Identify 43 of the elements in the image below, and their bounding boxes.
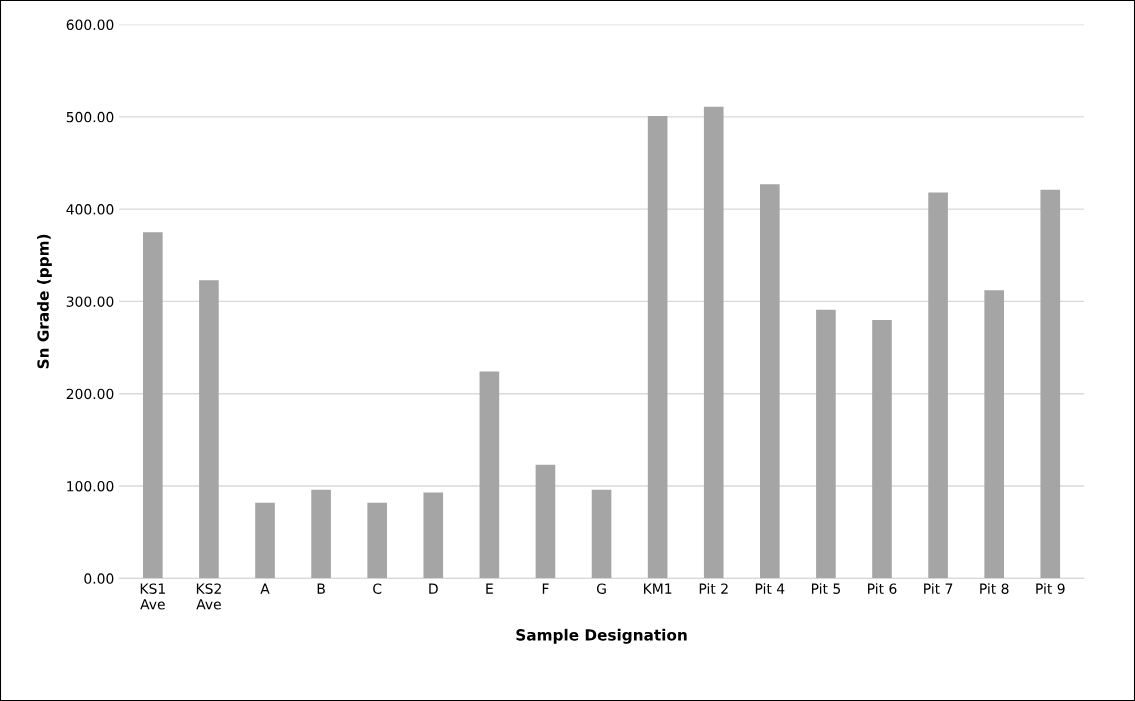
bar — [535, 464, 556, 579]
x-tick-label: F — [542, 583, 549, 594]
x-tick-label: Pit 5 — [811, 583, 841, 594]
bar — [1040, 189, 1061, 579]
x-tick-label: Pit 8 — [980, 583, 1009, 594]
x-tick-label: C — [373, 583, 382, 594]
x-tick-label: KM1 — [644, 583, 672, 594]
bar — [647, 115, 668, 579]
y-tick-label: 300.00 — [66, 296, 114, 307]
x-tick-label: Pit 2 — [699, 583, 728, 594]
bar — [311, 489, 331, 579]
x-tick-label: KS2 Ave — [196, 583, 221, 610]
y-tick-label: 400.00 — [66, 204, 114, 215]
x-tick-label: B — [317, 583, 325, 594]
bar — [984, 290, 1004, 579]
y-tick-label: 0.00 — [84, 573, 114, 584]
x-tick-label: D — [429, 583, 438, 594]
y-tick-label: 500.00 — [66, 111, 114, 123]
bar — [760, 184, 780, 579]
x-tick-label: Pit 6 — [868, 583, 897, 594]
y-tick-label: 200.00 — [66, 388, 114, 400]
bar — [143, 232, 163, 579]
x-axis-title: Sample Designation — [516, 628, 687, 644]
x-tick-label: A — [260, 583, 270, 594]
x-tick-label: E — [486, 583, 493, 594]
y-axis-title: Sn Grade (ppm) — [37, 234, 52, 369]
y-tick-label: 100.00 — [67, 481, 114, 492]
x-tick-label: Pit 4 — [755, 583, 785, 594]
bar — [928, 192, 948, 579]
x-tick-label: Pit 9 — [1036, 583, 1065, 594]
bar — [423, 492, 444, 579]
bar — [816, 309, 836, 579]
bar — [199, 280, 219, 579]
x-tick-label: Pit 7 — [924, 583, 953, 594]
bar — [591, 489, 612, 579]
bar — [703, 106, 724, 579]
bar — [479, 371, 500, 579]
bar — [872, 319, 892, 579]
x-tick-label: G — [596, 583, 606, 594]
y-tick-label: 600.00 — [66, 19, 114, 31]
x-tick-label: KS1 Ave — [140, 583, 165, 610]
bar — [255, 502, 275, 579]
bar — [367, 502, 388, 579]
